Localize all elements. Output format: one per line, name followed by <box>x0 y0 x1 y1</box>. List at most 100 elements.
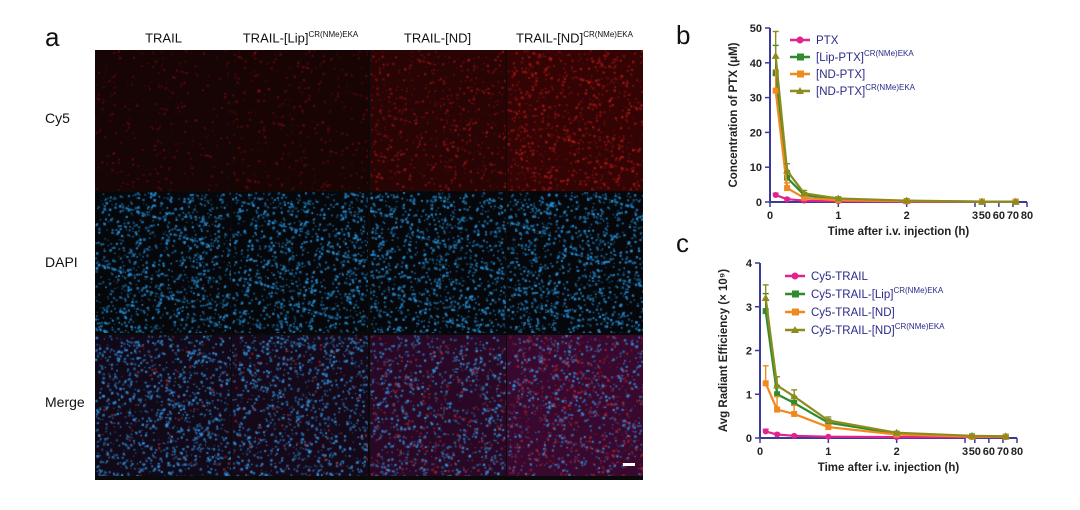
data-point <box>834 194 843 202</box>
data-point <box>800 189 809 197</box>
y-tick-label: 0 <box>746 433 752 445</box>
micrograph-dapi-1 <box>95 192 231 334</box>
legend-label: Cy5-TRAIL-[Lip]CR(NMe)EKA <box>811 286 944 301</box>
legend-label: [Lip-PTX]CR(NMe)EKA <box>816 49 914 64</box>
series-line <box>774 90 1016 203</box>
data-point <box>892 428 901 436</box>
x-tick-label: 60 <box>993 210 1005 222</box>
row-header-cy5: Cy5 <box>45 110 70 126</box>
data-point <box>1011 197 1020 205</box>
y-tick-label: 0 <box>756 197 762 209</box>
x-tick-label: 60 <box>983 446 995 458</box>
x-tick-label: 80 <box>1021 210 1033 222</box>
data-point <box>761 294 770 301</box>
data-point <box>825 433 832 440</box>
micrograph-dapi-2 <box>232 192 369 334</box>
series-4 <box>761 284 1010 440</box>
data-point <box>824 416 833 424</box>
micrograph-merge-3 <box>369 334 506 476</box>
data-point <box>762 308 769 315</box>
legend-label-sup: CR(NMe)EKA <box>865 83 915 92</box>
data-point <box>801 194 808 201</box>
legend-label: [ND-PTX] <box>816 69 865 81</box>
x-tick-label: 80 <box>1011 446 1023 458</box>
x-tick-label: 1 <box>835 210 841 222</box>
x-tick-label: 1 <box>825 446 831 458</box>
series-line <box>764 382 1006 438</box>
data-point <box>773 381 782 389</box>
legend-label-main: [ND-PTX] <box>816 69 865 81</box>
x-tick-label: 50 <box>969 446 981 458</box>
legend-label-main: Cy5-TRAIL-[Lip] <box>811 289 893 301</box>
y-tick-label: 2 <box>746 346 752 358</box>
data-point <box>791 410 798 417</box>
micrograph-merge-1 <box>95 334 231 476</box>
series-line <box>774 55 1016 203</box>
microscopy-grid <box>95 50 643 480</box>
data-point <box>790 392 799 400</box>
panel-label-a: a <box>45 22 60 52</box>
data-point <box>902 196 911 204</box>
legend-label-main: [ND-PTX] <box>816 86 865 98</box>
x-axis-label: Time after i.v. injection (h) <box>818 462 960 474</box>
column-header-4: TRAIL-[ND]CR(NMe)EKA <box>516 30 633 46</box>
data-point <box>772 192 779 199</box>
data-point <box>762 428 769 435</box>
legend-marker <box>792 308 799 316</box>
y-tick-label: 20 <box>750 127 762 139</box>
column-header-2: TRAIL-[Lip]CR(NMe)EKA <box>242 30 359 46</box>
legend-label-main: Cy5-TRAIL-[ND] <box>811 325 895 337</box>
y-tick-label: 10 <box>750 162 762 174</box>
legend-label: [ND-PTX]CR(NMe)EKA <box>816 83 916 98</box>
data-point <box>784 196 791 203</box>
legend-marker <box>796 87 804 94</box>
x-tick-label: 3 <box>962 446 968 458</box>
data-point <box>784 185 791 192</box>
legend-label: Cy5-TRAIL-[ND]CR(NMe)EKA <box>811 322 945 337</box>
row-header-merge: Merge <box>45 394 85 410</box>
y-axis-label: Concentration of PTX (μM) <box>728 42 740 187</box>
legend-marker <box>791 326 799 333</box>
panel-label-b: b <box>676 20 691 50</box>
data-point <box>783 166 792 174</box>
data-point <box>791 400 798 406</box>
data-point <box>774 406 781 413</box>
legend-label-sup: CR(NMe)EKA <box>895 322 945 331</box>
micrograph-cy5-2 <box>232 50 369 191</box>
y-tick-label: 40 <box>750 58 762 70</box>
data-point <box>774 391 781 398</box>
column-header-3: TRAIL-[ND] <box>403 30 472 46</box>
x-tick-label: 2 <box>904 210 910 222</box>
series-line <box>774 73 1016 203</box>
legend-marker <box>792 290 799 298</box>
y-tick-label: 30 <box>750 93 762 105</box>
legend-label-main: Cy5-TRAIL <box>811 271 868 283</box>
y-tick-label: 1 <box>746 389 752 401</box>
micrograph-merge-2 <box>232 334 369 476</box>
micrograph-merge-4 <box>506 334 643 476</box>
data-point <box>762 380 769 387</box>
data-point <box>784 174 791 181</box>
data-point <box>825 424 832 431</box>
data-point <box>774 431 781 438</box>
series-4 <box>771 30 1020 205</box>
legend-marker <box>797 53 804 61</box>
x-tick-label: 70 <box>997 446 1009 458</box>
x-tick-label: 3 <box>972 210 978 222</box>
legend-label-main: PTX <box>816 35 839 47</box>
legend-label: Cy5-TRAIL <box>811 271 868 283</box>
data-point <box>771 51 780 59</box>
legend-label-main: Cy5-TRAIL-[ND] <box>811 307 895 319</box>
data-point <box>968 431 976 439</box>
micrograph-cy5-4 <box>506 50 643 191</box>
data-point <box>1001 432 1010 440</box>
row-header-dapi: DAPI <box>45 254 78 270</box>
series-2 <box>772 44 1019 205</box>
data-point <box>978 197 986 205</box>
y-tick-label: 50 <box>750 23 762 35</box>
x-tick-label: 0 <box>767 210 773 222</box>
micrograph-dapi-4 <box>506 192 643 334</box>
